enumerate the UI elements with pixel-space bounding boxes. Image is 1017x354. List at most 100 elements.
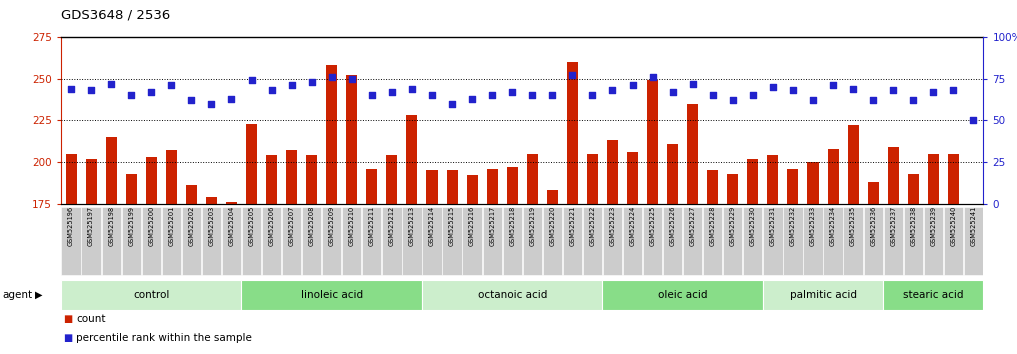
Point: [123, 93, 139, 98]
Text: GSM525228: GSM525228: [710, 206, 716, 246]
Text: GSM525201: GSM525201: [168, 206, 174, 246]
Bar: [241, 280, 422, 310]
Text: GSM525238: GSM525238: [910, 206, 916, 246]
Text: GSM525218: GSM525218: [510, 206, 516, 246]
Text: GSM525206: GSM525206: [268, 206, 275, 246]
Bar: [843, 206, 862, 275]
Point: [905, 98, 921, 103]
Point: [183, 98, 199, 103]
Text: GSM525217: GSM525217: [489, 206, 495, 246]
Bar: [587, 154, 598, 204]
Point: [203, 101, 220, 107]
Bar: [326, 65, 338, 204]
Point: [624, 82, 641, 88]
Bar: [166, 150, 177, 204]
Point: [404, 86, 420, 92]
Text: GSM525223: GSM525223: [609, 206, 615, 246]
Point: [544, 93, 560, 98]
Bar: [847, 125, 858, 204]
Text: GSM525230: GSM525230: [750, 206, 756, 246]
Text: GSM525208: GSM525208: [309, 206, 314, 246]
Point: [705, 93, 721, 98]
Bar: [527, 154, 538, 204]
Bar: [747, 159, 759, 204]
Bar: [883, 280, 983, 310]
Bar: [182, 206, 201, 275]
Bar: [102, 206, 121, 275]
Text: GSM525221: GSM525221: [570, 206, 576, 246]
Bar: [828, 149, 839, 204]
Text: GSM525231: GSM525231: [770, 206, 776, 246]
Bar: [106, 137, 117, 204]
Point: [224, 96, 240, 102]
Point: [684, 81, 701, 87]
Bar: [904, 206, 922, 275]
Point: [464, 96, 480, 102]
Bar: [803, 206, 823, 275]
Text: GSM525229: GSM525229: [730, 206, 735, 246]
Text: GSM525235: GSM525235: [850, 206, 856, 246]
Text: stearic acid: stearic acid: [903, 290, 963, 300]
Point: [825, 82, 841, 88]
Point: [845, 86, 861, 92]
Bar: [386, 155, 398, 204]
Bar: [242, 206, 261, 275]
Text: palmitic acid: palmitic acid: [789, 290, 856, 300]
Text: octanoic acid: octanoic acid: [478, 290, 547, 300]
Bar: [362, 206, 381, 275]
Text: GSM525215: GSM525215: [450, 206, 455, 246]
Text: GSM525214: GSM525214: [429, 206, 435, 246]
Bar: [403, 206, 422, 275]
Bar: [246, 124, 257, 204]
Bar: [562, 206, 582, 275]
Text: linoleic acid: linoleic acid: [301, 290, 363, 300]
Point: [885, 87, 901, 93]
Bar: [683, 206, 703, 275]
Point: [163, 82, 179, 88]
Bar: [723, 206, 742, 275]
Text: GSM525232: GSM525232: [790, 206, 796, 246]
Text: GSM525200: GSM525200: [148, 206, 155, 246]
Point: [604, 87, 620, 93]
Bar: [282, 206, 301, 275]
Bar: [863, 206, 883, 275]
Point: [284, 82, 300, 88]
Point: [443, 101, 460, 107]
Bar: [61, 206, 80, 275]
Bar: [61, 280, 241, 310]
Bar: [205, 197, 217, 204]
Bar: [764, 206, 782, 275]
Bar: [707, 170, 718, 204]
Bar: [407, 115, 417, 204]
Text: ▶: ▶: [35, 290, 42, 300]
Text: GSM525240: GSM525240: [950, 206, 956, 246]
Bar: [422, 280, 602, 310]
Text: GSM525202: GSM525202: [188, 206, 194, 246]
Bar: [607, 140, 618, 204]
Text: ■: ■: [63, 314, 72, 324]
Bar: [467, 175, 478, 204]
Bar: [763, 280, 883, 310]
Text: agent: agent: [2, 290, 33, 300]
Point: [323, 74, 340, 80]
Point: [504, 89, 521, 95]
Text: GSM525211: GSM525211: [369, 206, 375, 246]
Point: [925, 89, 942, 95]
Bar: [346, 75, 357, 204]
Point: [344, 76, 360, 81]
Bar: [783, 206, 802, 275]
Bar: [422, 206, 441, 275]
Bar: [306, 155, 317, 204]
Bar: [824, 206, 843, 275]
Bar: [426, 170, 437, 204]
Point: [484, 93, 500, 98]
Bar: [602, 280, 763, 310]
Point: [585, 93, 601, 98]
Bar: [286, 150, 297, 204]
Bar: [727, 173, 738, 204]
Text: GSM525216: GSM525216: [469, 206, 475, 246]
Bar: [566, 62, 578, 204]
Point: [303, 79, 319, 85]
Bar: [603, 206, 622, 275]
Bar: [948, 154, 959, 204]
